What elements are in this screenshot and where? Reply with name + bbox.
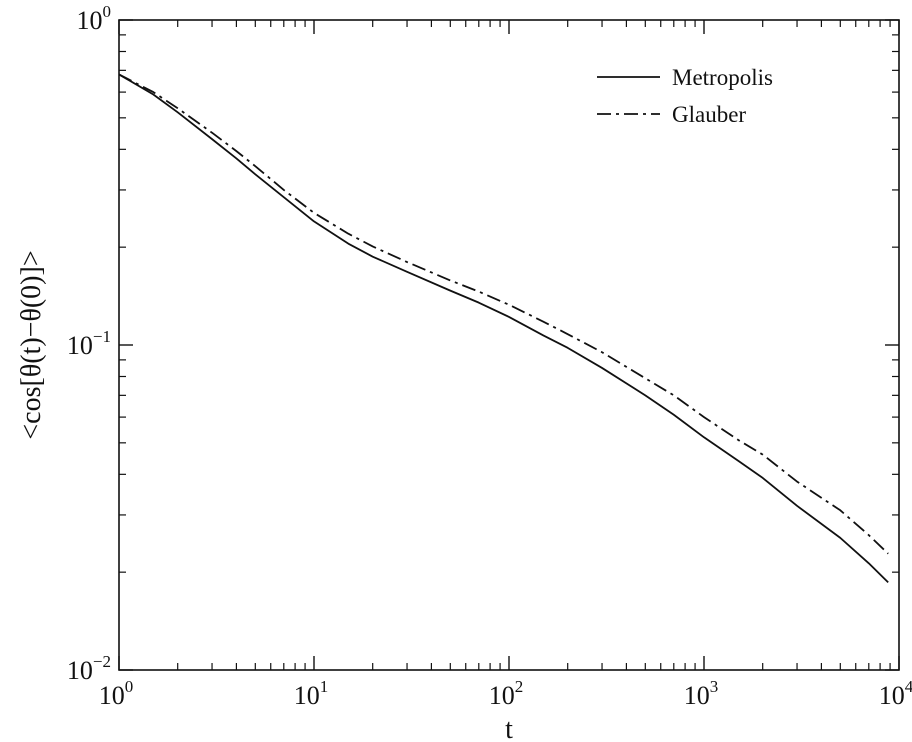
x-tick-exponent: 1 [320, 677, 329, 696]
x-tick-exponent: 0 [125, 677, 134, 696]
x-tick-label: 100 [99, 677, 134, 710]
y-tick-label: 10−1 [67, 327, 111, 360]
x-tick-exponent: 2 [515, 677, 524, 696]
plot-frame [118, 19, 900, 671]
x-tick-base: 10 [879, 681, 905, 710]
legend: Metropolis Glauber [597, 65, 773, 127]
x-tick-base: 10 [684, 681, 710, 710]
y-tick-label: 10−2 [67, 652, 111, 685]
x-axis-label: t [505, 714, 513, 742]
x-tick-label: 101 [294, 677, 329, 710]
y-tick-base: 10 [77, 6, 103, 35]
x-tick-label: 103 [684, 677, 719, 710]
x-tick-exponent: 3 [710, 677, 719, 696]
x-tick-base: 10 [489, 681, 515, 710]
y-axis-label: <cos[θ(t)−θ(0)]> [16, 250, 47, 439]
y-tick-exponent: 0 [103, 2, 112, 21]
y-tick-label: 100 [77, 2, 112, 35]
x-tick-exponent: 4 [905, 677, 912, 696]
x-tick-base: 10 [294, 681, 320, 710]
y-tick-base: 10 [67, 656, 93, 685]
x-tick-base: 10 [99, 681, 125, 710]
y-tick-exponent: −1 [93, 327, 111, 346]
x-tick-label: 102 [489, 677, 524, 710]
series-layer [118, 73, 889, 584]
x-tick-label: 104 [879, 677, 912, 710]
series-line-metropolis [118, 73, 889, 584]
series-line-glauber [118, 73, 889, 555]
legend-label-glauber: Glauber [672, 102, 746, 127]
y-tick-exponent: −2 [93, 652, 111, 671]
legend-label-metropolis: Metropolis [672, 65, 773, 90]
y-tick-base: 10 [67, 331, 93, 360]
